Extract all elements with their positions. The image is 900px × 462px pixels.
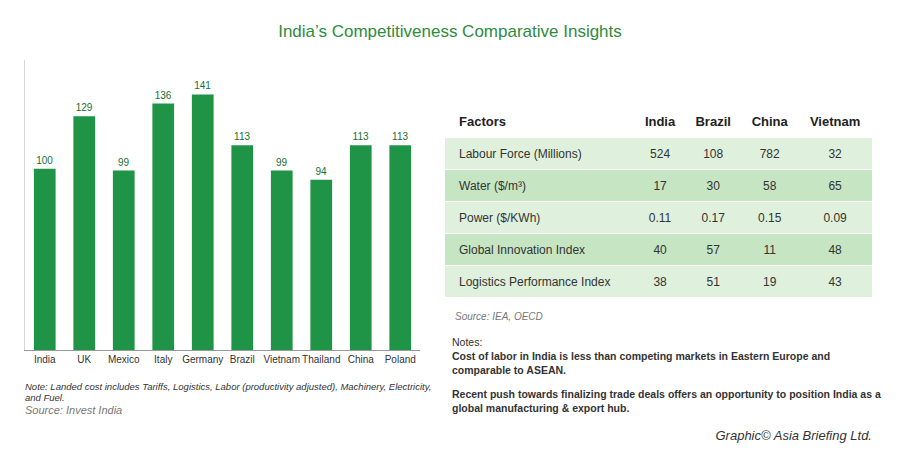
html-text:48: 48 [828,242,842,257]
svg-text:Mexico: Mexico [108,354,140,365]
html-text:Factors: Factors [459,113,506,129]
html-text:Brazil: Brazil [695,113,731,129]
svg-text:113: 113 [392,131,408,142]
html-text:Global Innovation Index: Global Innovation Index [459,242,586,257]
svg-text:Thailand: Thailand [302,354,340,365]
html-text:43: 43 [828,274,842,289]
html-text:China: China [751,113,788,129]
html-text:Logistics Performance Index: Logistics Performance Index [459,274,611,289]
html-text:India: India [644,113,676,129]
svg-text:Brazil: Brazil [230,354,255,365]
html-text:65: 65 [828,178,842,193]
html-text:58: 58 [763,178,777,193]
svg-text:Vietnam: Vietnam [263,354,300,365]
html-text:Power ($/KWh): Power ($/KWh) [459,210,541,225]
html-text:Recent push towards finalizing: Recent push towards finalizing trade dea… [452,388,881,414]
html-text:524: 524 [650,146,671,161]
svg-text:Italy: Italy [154,354,172,365]
svg-text:94: 94 [315,166,327,177]
svg-text:India: India [34,354,56,365]
html-text:0.17: 0.17 [701,210,725,225]
html-text:0.11: 0.11 [648,210,672,225]
svg-text:99: 99 [276,157,288,168]
html-text:32: 32 [828,146,842,161]
svg-text:136: 136 [155,90,172,101]
html-text:Note: Landed cost includes Tar: Note: Landed cost includes Tariffs, Logi… [25,381,432,403]
html-text:Labour Force (Millions): Labour Force (Millions) [459,146,582,161]
svg-text:113: 113 [234,131,250,142]
svg-text:Germany: Germany [182,354,223,365]
html-text:Water ($/m³): Water ($/m³) [459,178,526,193]
svg-text:113: 113 [353,131,369,142]
html-text:Source: Invest India: Source: Invest India [25,404,123,416]
svg-text:129: 129 [76,102,93,113]
html-text:11: 11 [763,242,776,257]
html-text:40: 40 [653,242,667,257]
html-text:Source: IEA, OECD: Source: IEA, OECD [455,311,543,322]
svg-text:UK: UK [77,354,91,365]
html-text:19: 19 [763,274,777,289]
svg-text:141: 141 [194,80,211,91]
html-text:Graphic© Asia Briefing Ltd.: Graphic© Asia Briefing Ltd. [715,428,872,443]
svg-text:Poland: Poland [385,354,416,365]
html-text:30: 30 [706,178,720,193]
svg-text:100: 100 [36,155,53,166]
html-text:782: 782 [759,146,780,161]
html-text:57: 57 [706,242,720,257]
html-text:17: 17 [653,178,667,193]
html-text:India’s Competitiveness Compar: India’s Competitiveness Comparative Insi… [278,22,622,41]
html-text:0.09: 0.09 [823,210,847,225]
html-text:0.15: 0.15 [758,210,782,225]
html-text:Notes:: Notes: [452,336,483,348]
html-text:108: 108 [703,146,724,161]
svg-text:99: 99 [118,157,130,168]
html-text:51: 51 [706,274,720,289]
html-text:Cost of labor in India is less: Cost of labor in India is less than comp… [452,350,831,376]
html-text:38: 38 [653,274,667,289]
svg-text:China: China [348,354,375,365]
html-text:Vietnam: Vietnam [809,113,861,129]
